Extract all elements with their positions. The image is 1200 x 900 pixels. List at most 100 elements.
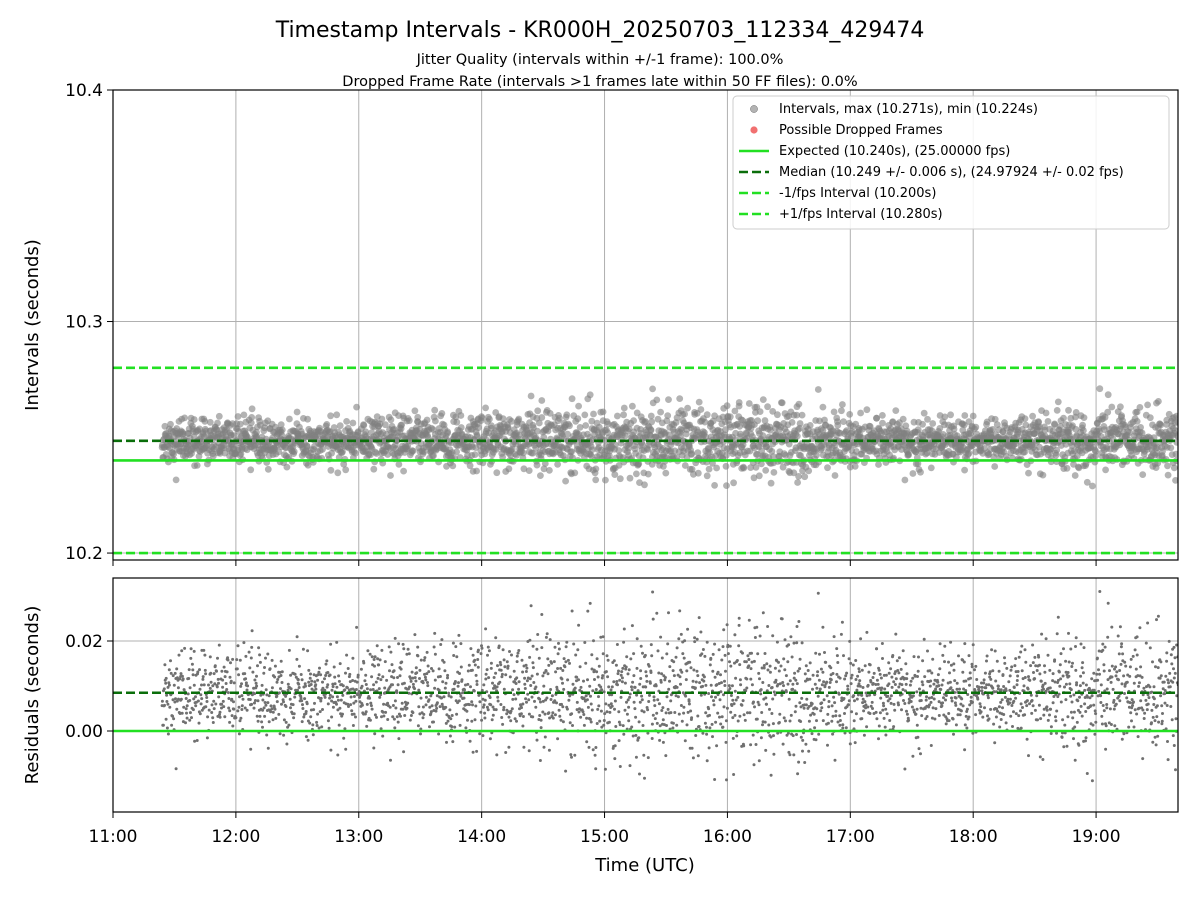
residual-point	[617, 720, 621, 724]
residual-point	[730, 684, 734, 688]
interval-point	[840, 418, 847, 425]
interval-point	[486, 415, 493, 423]
interval-point	[387, 472, 394, 479]
residual-point	[852, 694, 856, 698]
interval-point	[1042, 409, 1050, 417]
residual-point	[643, 653, 647, 657]
residual-point	[232, 707, 236, 711]
residual-point	[783, 638, 787, 642]
residual-point	[504, 673, 508, 677]
residual-point	[364, 710, 368, 714]
residual-point	[746, 711, 749, 715]
residual-point	[166, 732, 170, 736]
residual-point	[740, 703, 744, 707]
residual-point	[577, 678, 580, 682]
residual-point	[784, 674, 788, 678]
interval-point	[342, 466, 350, 474]
interval-point	[785, 440, 793, 448]
residual-point	[207, 708, 211, 712]
residual-point	[831, 714, 835, 718]
residual-point	[536, 633, 540, 636]
residual-point	[771, 634, 775, 638]
residual-point	[246, 684, 250, 688]
residual-point	[608, 710, 612, 714]
residual-point	[454, 645, 458, 649]
residual-point	[625, 700, 628, 704]
residual-point	[530, 695, 534, 699]
residual-point	[606, 658, 610, 662]
residual-point	[708, 726, 712, 730]
residual-point	[640, 694, 644, 698]
residual-point	[414, 666, 418, 670]
residual-point	[442, 695, 446, 699]
residual-point	[761, 681, 765, 684]
interval-point	[950, 425, 958, 433]
residual-point	[425, 672, 429, 676]
residual-point	[253, 701, 256, 705]
interval-point	[620, 404, 628, 412]
residual-point	[453, 680, 457, 683]
residual-point	[299, 696, 303, 700]
interval-point	[857, 409, 864, 417]
residual-point	[865, 725, 869, 729]
residual-point	[323, 677, 326, 681]
interval-point	[504, 423, 512, 431]
interval-point	[201, 418, 209, 425]
residual-point	[776, 683, 780, 686]
interval-point	[582, 422, 590, 429]
residual-point	[451, 641, 455, 645]
residual-point	[419, 732, 422, 736]
residual-point	[509, 719, 513, 723]
interval-point	[768, 448, 776, 455]
residual-point	[237, 732, 241, 736]
residual-point	[618, 723, 622, 727]
residual-point	[381, 675, 385, 679]
residual-point	[284, 705, 288, 708]
residual-point	[535, 672, 539, 676]
residual-point	[750, 683, 754, 687]
residual-point	[251, 670, 255, 674]
interval-point	[181, 414, 189, 422]
residual-point	[301, 707, 305, 710]
residual-point	[269, 704, 273, 708]
interval-point	[604, 429, 611, 436]
residual-point	[794, 678, 798, 682]
residual-point	[772, 752, 776, 756]
interval-point	[327, 412, 334, 420]
residual-point	[678, 675, 682, 679]
residual-point	[667, 611, 670, 615]
residual-point	[814, 738, 818, 742]
residual-point	[178, 677, 182, 681]
residual-point	[849, 661, 853, 665]
residual-point	[198, 687, 202, 691]
residual-point	[795, 682, 799, 686]
interval-point	[879, 419, 886, 427]
interval-point	[453, 418, 461, 426]
residual-point	[635, 637, 639, 641]
residuals-grid	[112, 578, 1178, 812]
residual-point	[307, 680, 311, 684]
residual-point	[535, 647, 539, 651]
residual-point	[326, 702, 330, 706]
residual-point	[221, 685, 225, 689]
residual-point	[486, 645, 490, 649]
residual-point	[191, 673, 195, 677]
residual-point	[747, 618, 751, 622]
residual-point	[227, 706, 231, 710]
residual-point	[234, 716, 238, 720]
residuals-panel: 11:00 12:00 13:00 14:00 15:00 16:00 17:00 18:00…	[22, 577, 1179, 847]
residual-point	[443, 669, 447, 673]
interval-point	[398, 421, 406, 429]
interval-point	[615, 462, 623, 469]
residual-point	[593, 753, 597, 757]
residual-point	[793, 671, 797, 675]
residual-point	[383, 660, 387, 664]
residual-point	[586, 609, 590, 613]
residual-point	[375, 715, 378, 719]
residual-point	[427, 698, 431, 702]
residual-point	[582, 679, 585, 683]
intervals-axes-ticks: 10.210.310.4	[65, 81, 1097, 566]
residual-point	[546, 657, 550, 661]
residual-point	[192, 649, 196, 653]
residual-point	[311, 723, 315, 727]
